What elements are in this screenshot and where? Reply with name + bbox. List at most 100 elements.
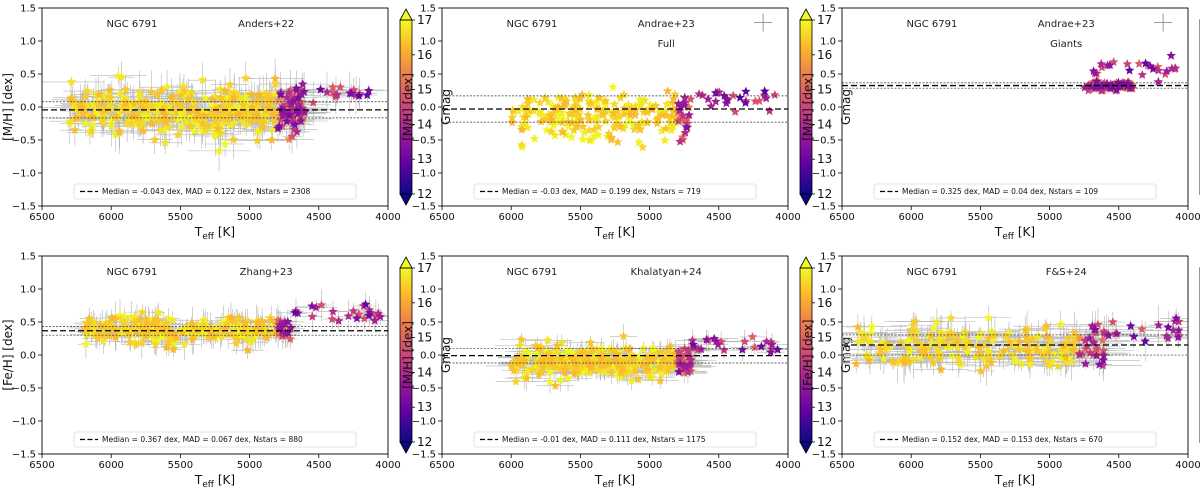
data-point bbox=[171, 115, 182, 124]
data-point bbox=[516, 334, 527, 344]
y-tick-label: −1.5 bbox=[812, 450, 836, 461]
data-point bbox=[615, 356, 625, 366]
data-point bbox=[268, 110, 278, 120]
data-point bbox=[231, 338, 242, 348]
data-point bbox=[570, 357, 581, 367]
data-point bbox=[764, 106, 775, 116]
axes-frame bbox=[41, 255, 389, 455]
data-point bbox=[1124, 65, 1135, 75]
data-point bbox=[613, 137, 623, 147]
data-point bbox=[866, 336, 876, 346]
data-point bbox=[143, 325, 154, 335]
data-point bbox=[284, 87, 294, 97]
x-tick-label: 6500 bbox=[429, 212, 454, 223]
data-point bbox=[186, 87, 197, 97]
data-point bbox=[680, 127, 691, 137]
data-point bbox=[683, 345, 694, 355]
data-point bbox=[675, 136, 685, 146]
data-point bbox=[80, 118, 91, 128]
data-point bbox=[536, 346, 546, 356]
data-point bbox=[343, 311, 354, 321]
data-point bbox=[929, 323, 939, 333]
x-tick-label: 4000 bbox=[1175, 212, 1200, 223]
data-point bbox=[171, 333, 182, 343]
data-point bbox=[134, 87, 145, 97]
data-point bbox=[711, 96, 721, 106]
data-point bbox=[183, 94, 194, 104]
data-point bbox=[165, 327, 175, 337]
data-point bbox=[532, 343, 543, 353]
data-point bbox=[592, 344, 602, 354]
data-point bbox=[560, 129, 571, 139]
y-axis-label: [Fe/H] [dex] bbox=[801, 319, 815, 390]
subset-label: Giants bbox=[1050, 39, 1082, 50]
cluster-label: NGC 6791 bbox=[907, 267, 958, 278]
data-point bbox=[529, 133, 540, 143]
data-point bbox=[1173, 325, 1184, 335]
data-point bbox=[571, 361, 581, 371]
y-axis-label: [M/H] [dex] bbox=[801, 73, 815, 141]
data-point bbox=[1007, 349, 1017, 359]
data-point bbox=[293, 92, 303, 102]
data-point bbox=[254, 324, 265, 334]
data-point bbox=[703, 94, 713, 104]
colorbar-gradient bbox=[400, 268, 412, 442]
data-point bbox=[1061, 357, 1071, 367]
source-label: Zhang+23 bbox=[240, 267, 293, 278]
y-axis-label: [Fe/H] [dex] bbox=[1, 319, 15, 390]
plot-area bbox=[42, 58, 388, 171]
data-point bbox=[215, 128, 226, 138]
data-point bbox=[1153, 77, 1164, 86]
data-point bbox=[932, 337, 943, 347]
data-point bbox=[709, 333, 719, 343]
data-point bbox=[538, 355, 548, 365]
data-point bbox=[879, 354, 889, 364]
data-point bbox=[66, 76, 77, 86]
cluster-label: NGC 6791 bbox=[107, 19, 158, 30]
colorbar-label: Gmag bbox=[439, 89, 453, 125]
legend: Median = 0.367 dex, MAD = 0.067 dex, Nst… bbox=[73, 431, 357, 448]
data-point bbox=[87, 111, 97, 121]
x-tick-label: 5000 bbox=[237, 212, 262, 223]
plot-area bbox=[507, 82, 780, 152]
data-point bbox=[588, 353, 598, 363]
colorbar: 12 13 14 15 16 17 Gmag bbox=[799, 8, 853, 206]
data-point bbox=[641, 105, 651, 115]
colorbar-min-arrow bbox=[399, 193, 413, 206]
data-point bbox=[546, 357, 556, 367]
data-point bbox=[627, 353, 637, 363]
data-point bbox=[619, 355, 630, 365]
data-point bbox=[867, 321, 877, 331]
data-point bbox=[652, 118, 662, 128]
data-point bbox=[747, 331, 758, 341]
colorbar-tick-label: 13 bbox=[817, 400, 832, 414]
data-point bbox=[161, 117, 171, 126]
data-point bbox=[905, 334, 916, 344]
x-tick-label: 4500 bbox=[306, 460, 331, 471]
y-axis-label: [M/H] [dex] bbox=[1, 73, 15, 141]
data-point bbox=[761, 93, 771, 103]
y-tick-label: −0.5 bbox=[12, 384, 36, 395]
data-point bbox=[184, 107, 195, 117]
data-point bbox=[206, 327, 217, 337]
data-point bbox=[1097, 62, 1107, 72]
data-point bbox=[556, 107, 567, 117]
y-tick-label: 0.0 bbox=[820, 103, 836, 114]
colorbar-min-arrow bbox=[799, 193, 813, 206]
colorbar-tick-label: 12 bbox=[817, 435, 832, 449]
data-point bbox=[1162, 66, 1172, 76]
colorbar-max-arrow bbox=[799, 8, 813, 21]
data-point bbox=[116, 72, 127, 82]
y-tick-label: 1.0 bbox=[20, 37, 36, 48]
data-point bbox=[114, 126, 125, 136]
data-point bbox=[132, 114, 143, 124]
x-tick-label: 5000 bbox=[1037, 460, 1062, 471]
colorbar: 12 13 14 15 16 17 Gmag bbox=[399, 256, 453, 454]
data-point bbox=[642, 117, 652, 127]
colorbar-tick-label: 16 bbox=[417, 296, 432, 310]
panel-1: 6500 6000 5500 5000 4500 4000 −1.5 −1.0 −0.5 0.0 0… bbox=[1, 4, 453, 243]
data-point bbox=[573, 365, 584, 375]
data-point bbox=[760, 86, 770, 96]
data-point bbox=[228, 94, 238, 104]
data-point bbox=[550, 380, 561, 390]
